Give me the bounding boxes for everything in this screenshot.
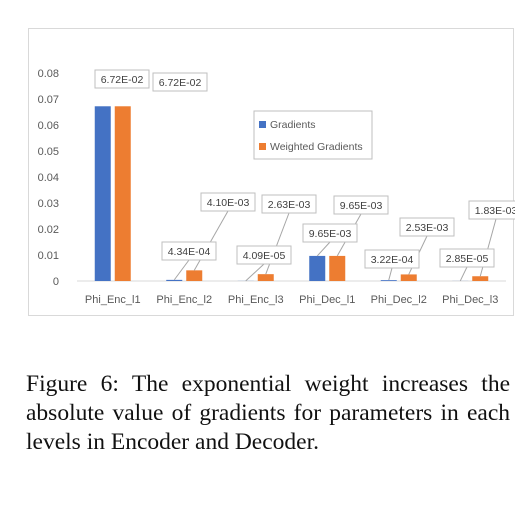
data-label-box <box>333 195 389 215</box>
leader-line <box>173 259 190 281</box>
legend: Gradients Weighted Gradients <box>253 110 373 160</box>
x-axis: Phi_Enc_l1 Phi_Enc_l2 Phi_Enc_l3 Phi_Dec_l1… <box>77 280 506 306</box>
data-label: 2.53E-03 <box>406 222 449 234</box>
y-tick-label: 0.08 <box>38 68 59 80</box>
data-label-box <box>236 245 292 265</box>
data-label: 9.65E-03 <box>340 200 383 212</box>
y-tick-label: 0.02 <box>38 224 59 236</box>
data-label-box <box>439 248 495 268</box>
data-label-box <box>261 194 317 214</box>
data-label-box <box>399 217 455 237</box>
chart-frame: 0 0.01 0.02 0.03 0.04 0.05 0.06 0.07 0.08 Phi_En… <box>28 28 515 316</box>
y-tick-label: 0.04 <box>38 172 59 184</box>
bar <box>472 276 489 281</box>
bar <box>257 274 274 281</box>
leader-line <box>388 267 393 281</box>
figure-caption: Figure 6: The exponential weight in­crea… <box>26 370 510 457</box>
caption-text: The exponential weight in­creases the ab… <box>26 371 511 455</box>
data-label: 6.72E-02 <box>159 77 202 89</box>
x-tick-label: Phi_Enc_l2 <box>156 294 212 306</box>
data-label-box <box>94 69 150 89</box>
bar <box>166 279 183 281</box>
leader-line <box>316 241 331 257</box>
data-label: 2.85E-05 <box>446 253 489 265</box>
data-label: 4.09E-05 <box>243 250 286 262</box>
y-tick-label: 0.03 <box>38 198 59 210</box>
data-label: 4.10E-03 <box>207 197 250 209</box>
x-tick-label: Phi_Dec_l3 <box>442 294 498 306</box>
leader-line <box>459 266 468 282</box>
x-tick-label: Phi_Dec_l2 <box>371 294 427 306</box>
bar <box>400 274 417 281</box>
bar <box>380 280 397 281</box>
bar <box>94 106 111 281</box>
bar-chart: 0 0.01 0.02 0.03 0.04 0.05 0.06 0.07 0.08 Phi_En… <box>38 68 515 306</box>
figure-label: Figure 6: <box>26 371 119 397</box>
legend-label: Gradients <box>270 119 316 131</box>
y-axis: 0 0.01 0.02 0.03 0.04 0.05 0.06 0.07 0.08 <box>38 68 59 288</box>
y-tick-label: 0.01 <box>38 250 59 262</box>
bar <box>309 255 326 281</box>
y-tick-label: 0.06 <box>38 120 59 132</box>
data-label-box <box>200 192 256 212</box>
data-label-box <box>364 249 420 269</box>
x-tick-label: Phi_Enc_l3 <box>228 294 284 306</box>
leader-line <box>479 218 497 277</box>
legend-swatch <box>259 121 266 128</box>
bars <box>94 106 489 281</box>
data-label-box <box>468 200 515 220</box>
y-tick-label: 0.05 <box>38 146 59 158</box>
leader-line <box>265 212 290 275</box>
leader-line <box>193 210 229 271</box>
legend-label: Weighted Gradients <box>270 141 363 153</box>
data-label: 6.72E-02 <box>101 74 144 86</box>
leader-line <box>245 263 265 282</box>
data-label-box <box>302 223 358 243</box>
bar <box>329 255 346 281</box>
data-label-box <box>161 241 217 261</box>
bar <box>114 106 131 281</box>
data-label: 4.34E-04 <box>168 246 211 258</box>
y-tick-label: 0.07 <box>38 94 59 106</box>
data-label: 1.83E-03 <box>475 205 515 217</box>
x-tick-label: Phi_Enc_l1 <box>85 294 141 306</box>
legend-box <box>253 110 373 160</box>
data-label-box <box>152 72 208 92</box>
y-tick-label: 0 <box>53 276 59 288</box>
data-label: 3.22E-04 <box>371 254 414 266</box>
bar <box>186 270 203 281</box>
data-label: 9.65E-03 <box>309 228 352 240</box>
data-label: 2.63E-03 <box>268 199 311 211</box>
legend-swatch <box>259 143 266 150</box>
data-labels: 6.72E-02 4.34E-04 4.09E-05 9.65E-03 3.22E-04… <box>94 69 515 269</box>
x-tick-label: Phi_Dec_l1 <box>299 294 355 306</box>
